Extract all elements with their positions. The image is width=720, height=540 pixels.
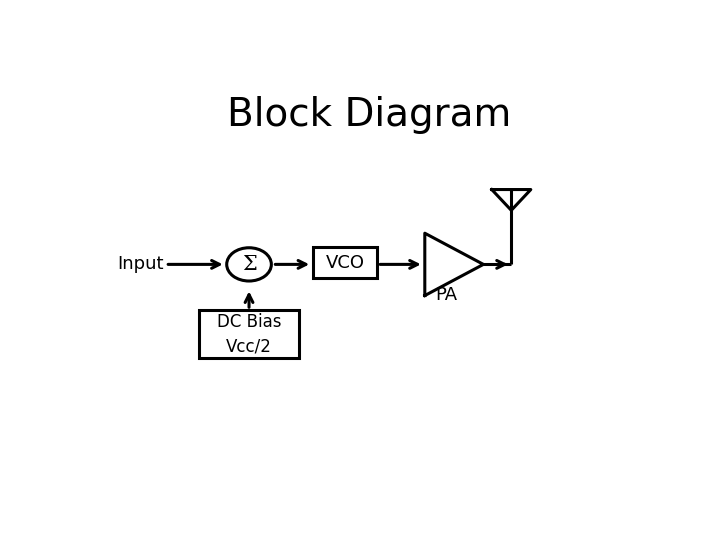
- Text: PA: PA: [435, 286, 457, 304]
- Text: VCO: VCO: [325, 253, 365, 272]
- Text: DC Bias
Vcc/2: DC Bias Vcc/2: [217, 313, 282, 355]
- FancyBboxPatch shape: [313, 247, 377, 278]
- Text: Σ: Σ: [242, 255, 256, 274]
- Text: Input: Input: [117, 255, 163, 273]
- FancyBboxPatch shape: [199, 310, 300, 358]
- Text: Block Diagram: Block Diagram: [227, 96, 511, 134]
